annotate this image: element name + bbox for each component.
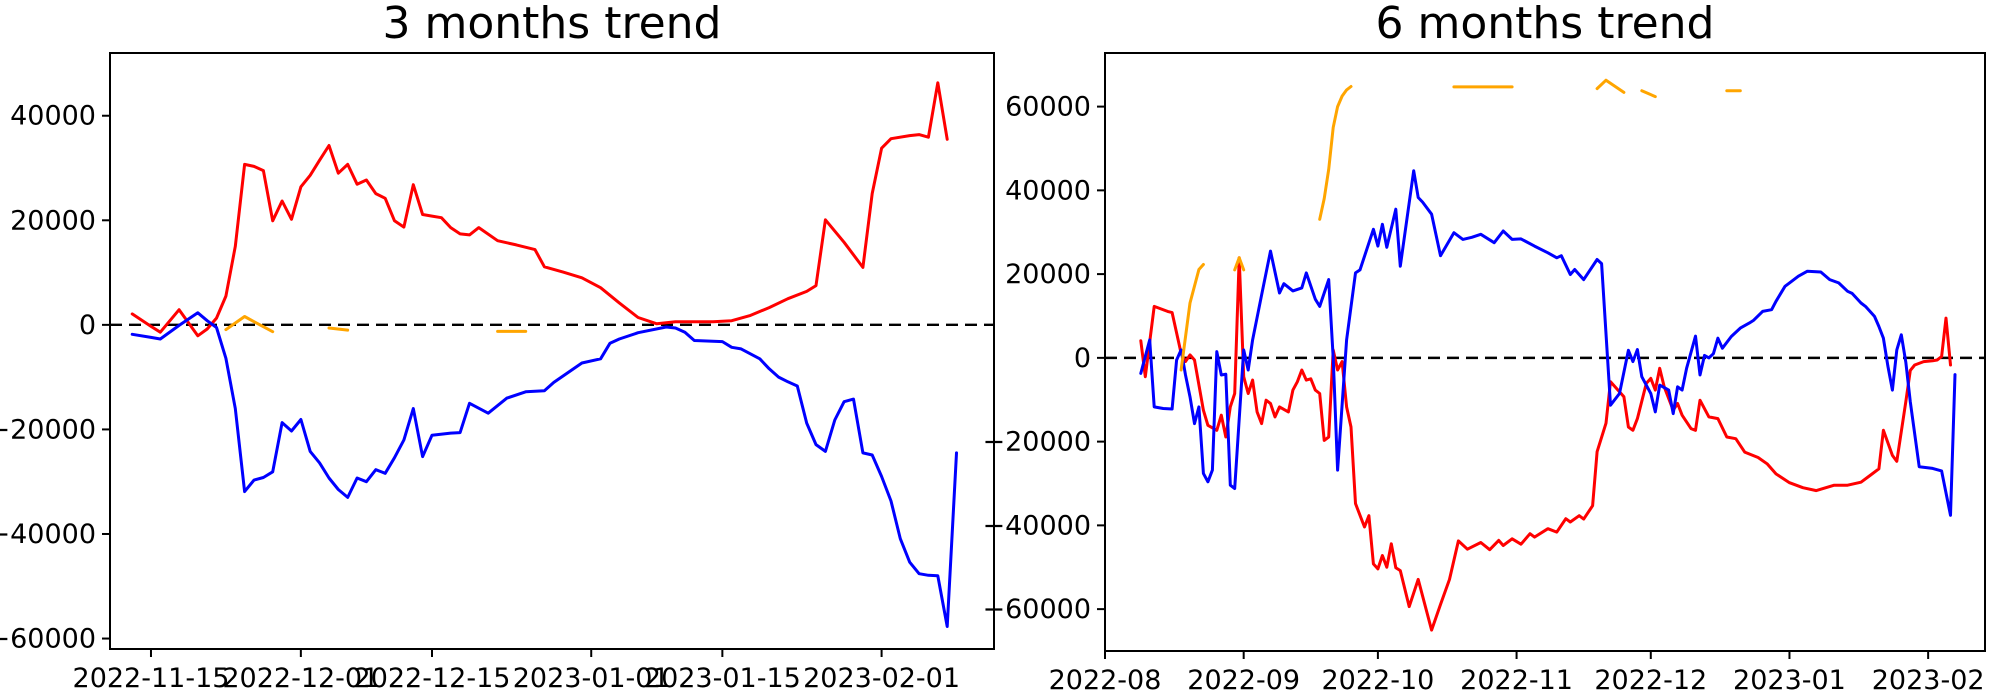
axes-frame: [1104, 52, 1986, 652]
x-tick-label: 2022-09: [1187, 665, 1300, 696]
x-tick-label: 2023-01-01: [513, 663, 670, 694]
x-tick-label: 2022-12: [1594, 665, 1707, 696]
orange-neutral-line: [1640, 89, 1657, 99]
y-tick-label: −60000: [0, 624, 96, 655]
y-tick-label: −20000: [0, 414, 96, 445]
y-tick-label: −40000: [0, 519, 96, 550]
y-tick-label: 20000: [1005, 259, 1091, 290]
x-tick-label: 2023-02-01: [803, 663, 960, 694]
y-tick-label: 60000: [1005, 92, 1091, 123]
x-tick-label: 2022-11-15: [73, 663, 230, 694]
axes-frame: [109, 52, 995, 650]
blue-downtrend-line: [130, 311, 958, 628]
y-tick-label: 0: [1074, 343, 1091, 374]
orange-neutral-line: [1179, 263, 1205, 372]
red-uptrend-line: [130, 81, 949, 338]
orange-neutral-line: [1233, 256, 1246, 272]
y-tick-label: −40000: [982, 510, 1091, 541]
x-tick-label: 2022-08: [1049, 665, 1162, 696]
y-tick-label: 0: [79, 310, 96, 341]
x-tick-label: 2022-11: [1460, 665, 1573, 696]
blue-downtrend-line: [1139, 169, 1957, 517]
orange-neutral-line: [327, 326, 350, 332]
x-tick-label: 2022-12-01: [222, 663, 379, 694]
y-tick-label: 20000: [10, 205, 96, 236]
x-tick-label: 2023-01-15: [644, 663, 801, 694]
orange-neutral-line: [1595, 78, 1626, 94]
red-uptrend-line: [1139, 256, 1952, 632]
y-tick-label: 40000: [10, 101, 96, 132]
chart-title-3-months: 3 months trend: [382, 0, 722, 49]
y-tick-label: −20000: [982, 427, 1091, 458]
x-tick-label: 2023-02: [1872, 665, 1985, 696]
x-tick-label: 2022-10: [1321, 665, 1434, 696]
y-tick-label: 40000: [1005, 175, 1091, 206]
x-tick-label: 2022-12-15: [354, 663, 511, 694]
orange-neutral-line: [224, 315, 275, 334]
chart-title-6-months: 6 months trend: [1375, 0, 1715, 49]
y-tick-label: −60000: [982, 594, 1091, 625]
x-tick-label: 2023-01: [1733, 665, 1846, 696]
orange-neutral-line: [1318, 85, 1353, 221]
